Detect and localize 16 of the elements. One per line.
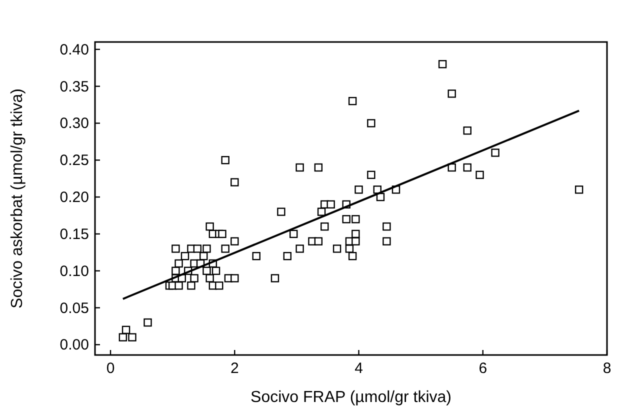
x-tick-label: 0: [106, 360, 115, 377]
x-axis-title: Socivo FRAP (µmol/gr tkiva): [250, 389, 452, 406]
y-tick-label: 0.10: [60, 262, 89, 280]
y-tick-label: 0.40: [60, 41, 89, 58]
x-tick-label: 2: [230, 360, 239, 377]
x-tick-label: 6: [478, 360, 488, 377]
y-tick-label: 0.35: [60, 78, 89, 96]
x-tick-label: 8: [602, 360, 612, 377]
y-tick-label: 0.30: [60, 115, 89, 132]
y-tick-label: 0.25: [60, 152, 89, 170]
y-tick-label: 0.05: [60, 300, 89, 317]
y-tick-label: 0.00: [60, 336, 89, 354]
y-tick-label: 0.20: [60, 189, 89, 206]
y-tick-label: 0.15: [60, 226, 89, 243]
x-tick-label: 4: [354, 360, 363, 377]
y-axis-title: Socivo askorbat (µmol/gr tkiva): [9, 88, 26, 308]
